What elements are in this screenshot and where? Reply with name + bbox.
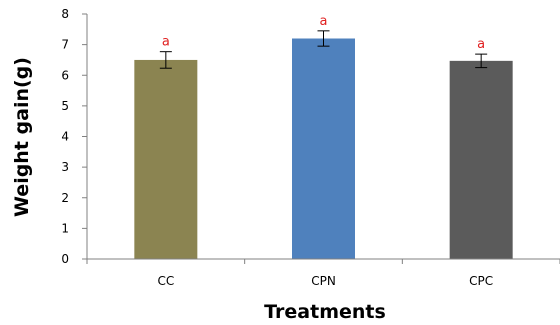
bar-cpn: [292, 38, 355, 259]
y-tick-label: 8: [61, 7, 69, 21]
y-tick-label: 1: [61, 221, 69, 235]
y-axis-title: Weight gain(g): [11, 57, 33, 217]
x-axis-category-labels: CC CPN CPC: [157, 274, 493, 288]
bars: [134, 38, 513, 260]
x-category-label: CC: [157, 274, 174, 288]
significance-labels: a a a: [162, 14, 485, 52]
significance-label: a: [320, 14, 328, 29]
y-tick-label: 5: [61, 99, 69, 113]
y-tick-label: 3: [61, 160, 69, 174]
y-tick-label: 7: [61, 38, 69, 52]
y-tick-label: 6: [61, 68, 69, 82]
significance-label: a: [162, 35, 170, 50]
y-tick-label: 4: [61, 130, 69, 144]
y-axis-ticks: 0 1 2 3 4 5 6 7 8: [61, 7, 560, 266]
significance-label: a: [477, 37, 485, 52]
x-category-label: CPC: [469, 274, 493, 288]
x-category-label: CPN: [311, 274, 336, 288]
y-tick-label: 0: [61, 252, 69, 266]
error-bars: [159, 30, 488, 69]
bar-cc: [134, 59, 198, 259]
y-tick-label: 2: [61, 191, 69, 205]
bar-cpc: [449, 60, 513, 260]
x-axis-title: Treatments: [264, 301, 386, 323]
